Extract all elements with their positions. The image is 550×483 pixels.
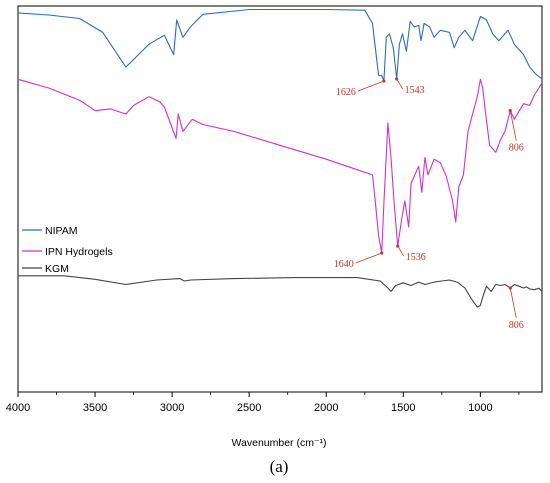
x-tick-label-2500: 2500 [237,402,261,414]
peak-label-806: 806 [509,320,524,331]
peak-label-1536: 1536 [406,252,426,263]
peak-label-1543: 1543 [405,85,425,96]
x-axis: 4000 3500 3000 2500 2000 1500 1000 [6,392,520,414]
annotation-leader-2 [355,252,382,264]
peak-label-1640: 1640 [334,259,354,270]
x-tick-label-3000: 3000 [160,402,184,414]
legend-label-kgm: KGM [45,263,69,275]
annotation-marker-4 [508,109,512,113]
series-line-nipam [17,8,543,82]
series-layer [17,8,543,308]
x-tick-label-1000: 1000 [468,402,492,414]
legend-label-nipam: NIPAM [45,225,77,237]
annotation-marker-1 [395,77,399,81]
annotation-marker-5 [508,286,512,290]
annotation-layer: 1626 1543 1640 1536 806 806 [334,77,524,331]
x-axis-label: Wavenumber (cm⁻¹) [232,437,327,449]
x-tick-label-1500: 1500 [391,402,415,414]
peak-label-806: 806 [509,143,524,154]
annotation-leader-0 [357,80,385,92]
figure-caption: (a) [270,457,289,476]
peak-label-1626: 1626 [336,87,356,98]
annotation-leader-5 [509,287,517,319]
annotation-leader-1 [396,78,404,90]
annotation-marker-2 [380,251,384,255]
series-line-ipn-hydrogels [17,78,543,254]
legend-label-ipn-hydrogels: IPN Hydrogels [45,246,113,258]
annotation-leader-4 [509,110,517,141]
annotation-marker-3 [396,244,400,248]
legend: NIPAM IPN Hydrogels KGM [22,225,113,275]
plot-frame [17,5,543,393]
x-tick-label-2000: 2000 [314,402,338,414]
x-tick-label-4000: 4000 [6,402,30,414]
annotation-marker-0 [382,79,386,83]
annotation-leader-3 [397,245,405,257]
x-tick-label-3500: 3500 [83,402,107,414]
series-line-kgm [18,275,543,308]
